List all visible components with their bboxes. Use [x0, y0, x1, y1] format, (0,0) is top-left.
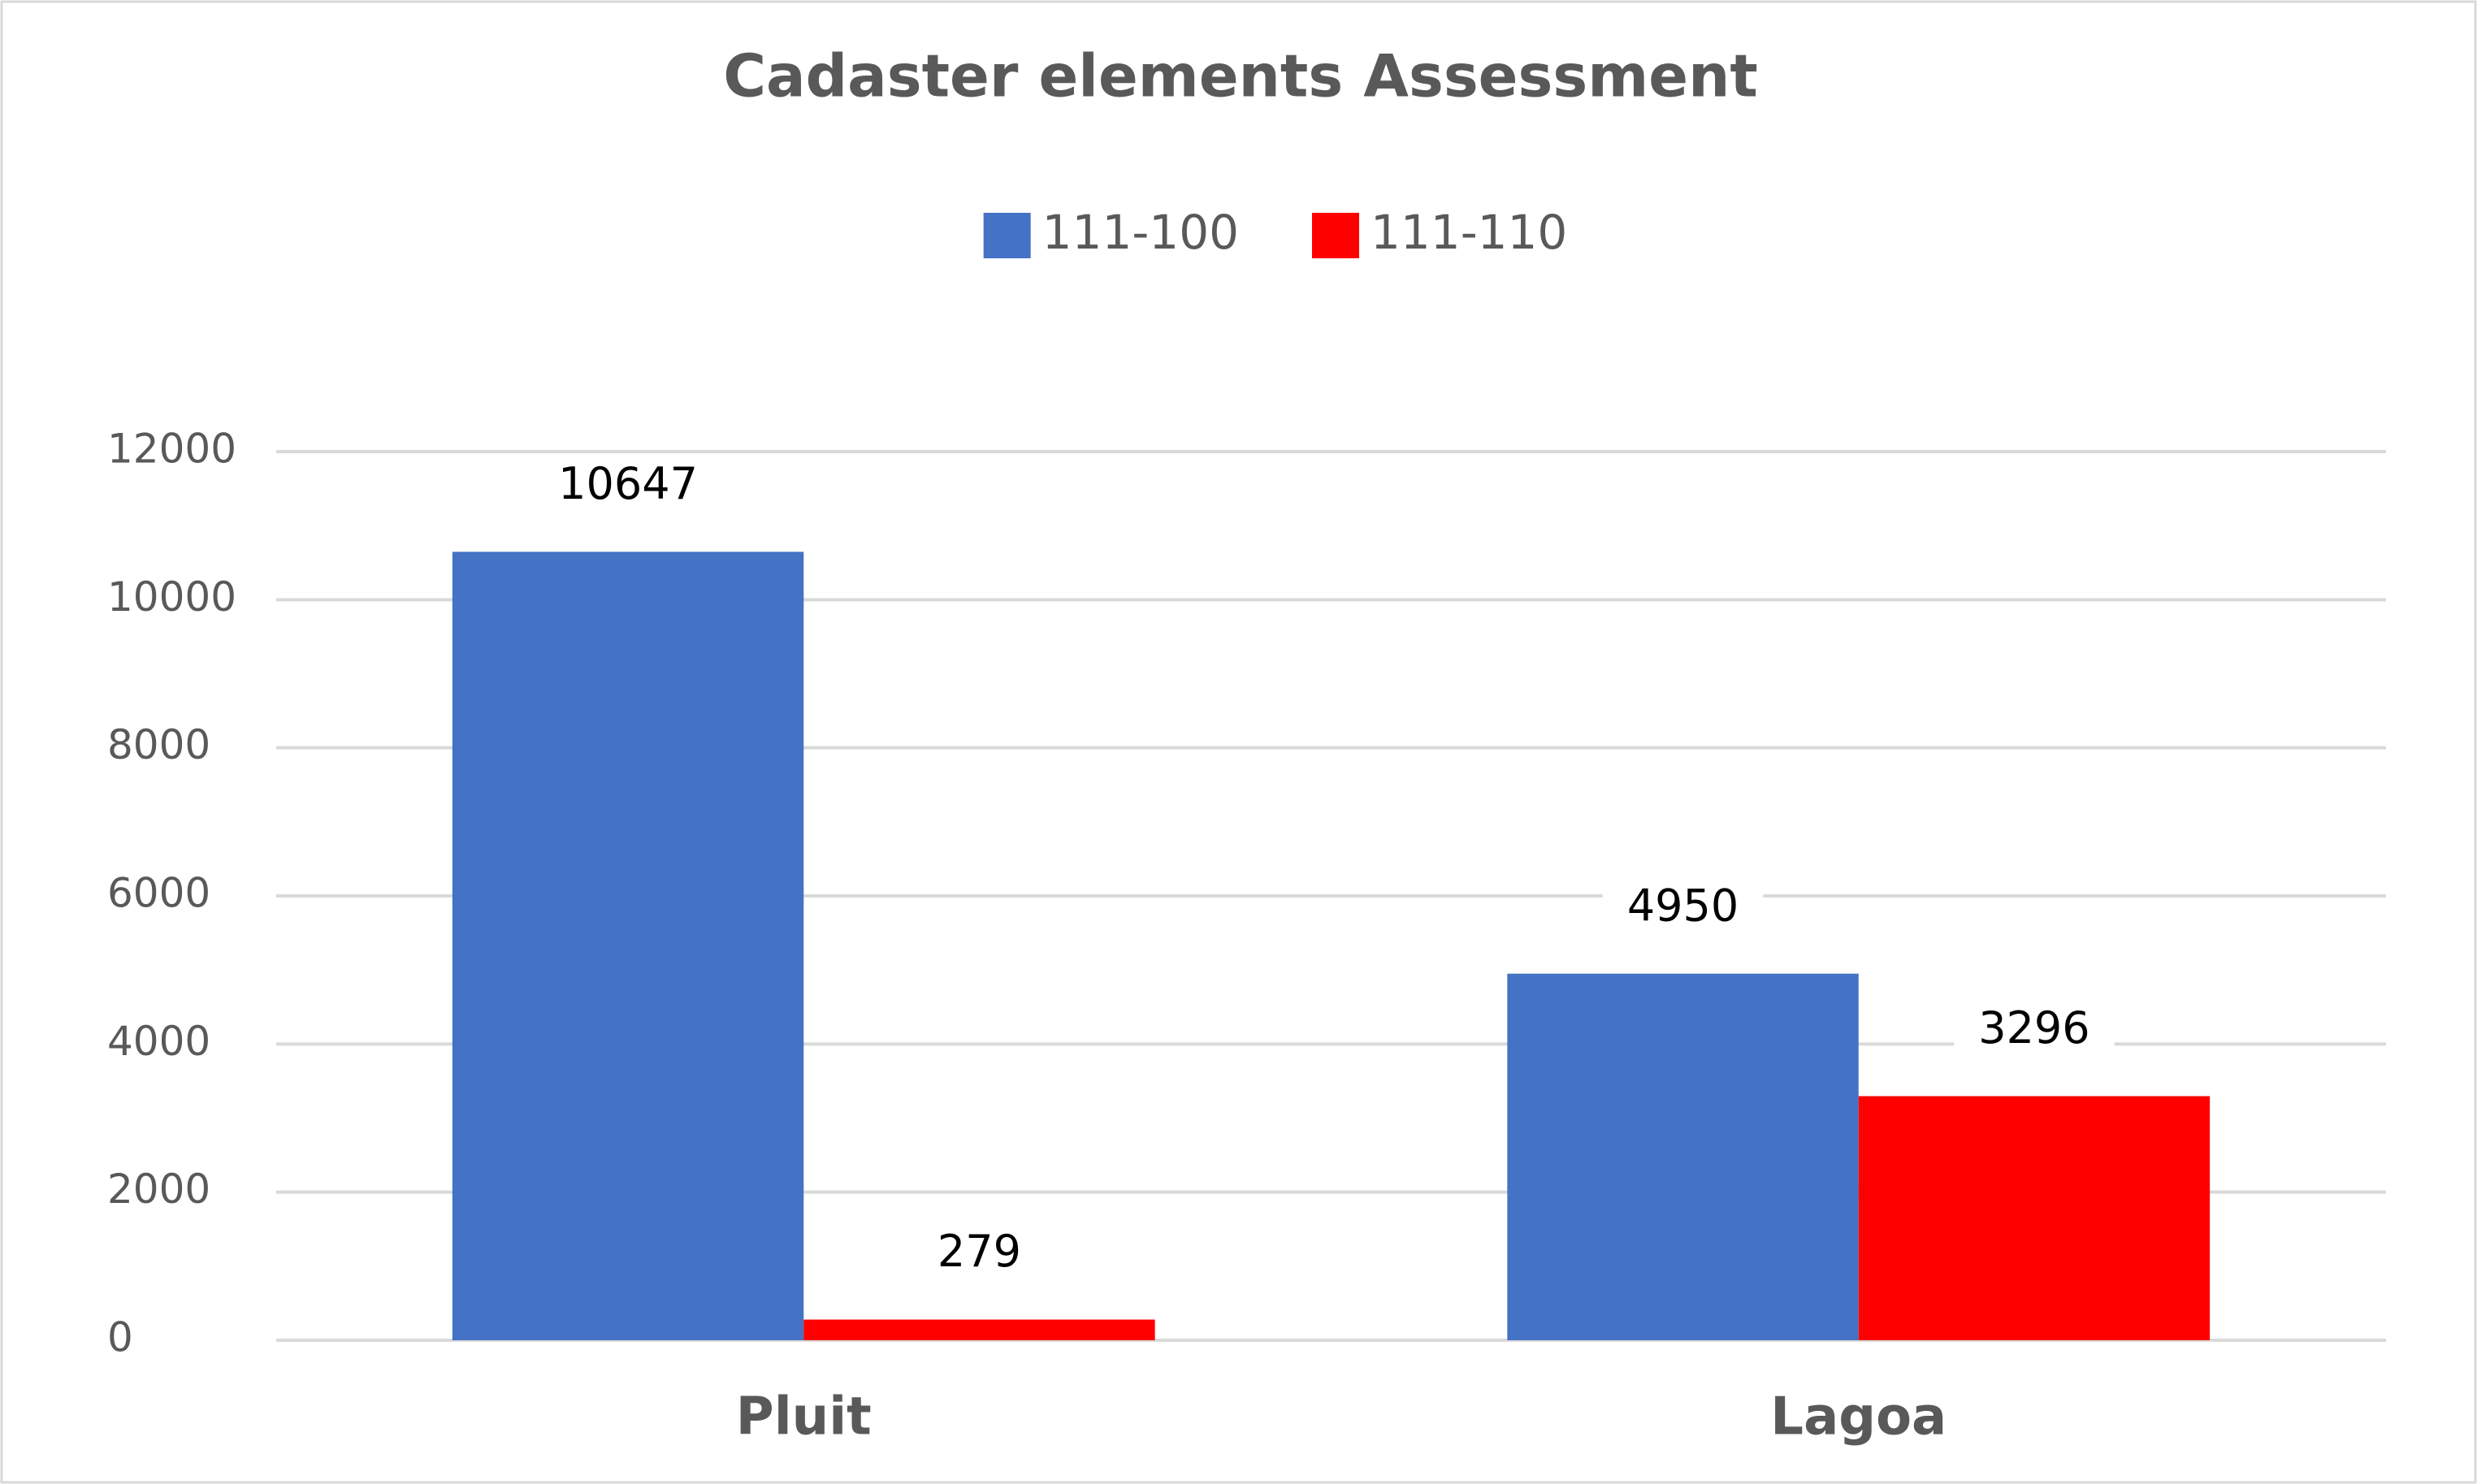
chart-title: Cadaster elements Assessment — [723, 42, 1758, 110]
bar — [452, 552, 804, 1340]
y-tick-label: 2000 — [107, 1166, 210, 1213]
y-tick-label: 12000 — [107, 426, 236, 473]
y-tick-label: 0 — [107, 1314, 133, 1361]
y-tick-label: 6000 — [107, 870, 210, 917]
bar — [1507, 973, 1859, 1340]
legend-swatch — [1312, 213, 1359, 258]
bar — [1858, 1096, 2211, 1340]
value-label-bg — [1954, 1003, 2115, 1059]
legend-label: 111-100 — [1042, 205, 1239, 260]
value-label-bg — [912, 1227, 1046, 1283]
y-tick-label: 10000 — [107, 573, 236, 621]
legend-swatch — [983, 213, 1031, 258]
value-label-bg — [534, 459, 722, 515]
value-label: 3296 — [1978, 1002, 2089, 1054]
value-label: 10647 — [558, 458, 698, 509]
value-label-bg — [1602, 880, 1764, 937]
bar — [803, 1319, 1155, 1340]
legend-label: 111-110 — [1371, 205, 1567, 260]
y-tick-label: 4000 — [107, 1018, 210, 1065]
value-label: 279 — [938, 1226, 1021, 1277]
value-label: 4950 — [1627, 880, 1739, 931]
x-tick-label: Pluit — [736, 1387, 872, 1447]
y-tick-label: 8000 — [107, 721, 210, 768]
x-tick-label: Lagoa — [1770, 1387, 1947, 1447]
